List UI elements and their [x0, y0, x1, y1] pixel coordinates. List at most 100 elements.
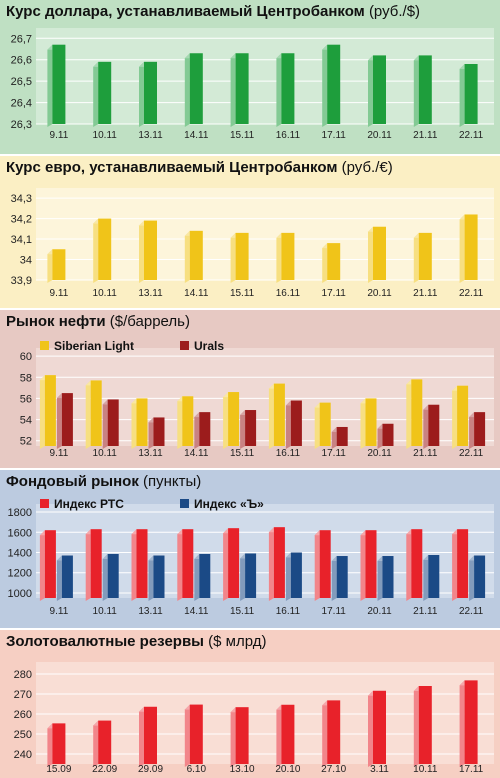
bar-side [177, 396, 183, 449]
bar [474, 555, 486, 598]
panel-oil: Рынок нефти ($/баррель) 52 54 56 58 60 9.11 10… [0, 310, 500, 470]
bar [411, 529, 423, 598]
bar [457, 529, 469, 598]
bar [281, 704, 295, 764]
panel-stock: Фондовый рынок (пункты) 1000 1200 1400 1600… [0, 470, 500, 630]
panel-title: Рынок нефти ($/баррель) [6, 313, 190, 330]
bar [327, 44, 341, 124]
bar [98, 720, 112, 764]
y-tick-label: 280 [14, 669, 32, 681]
x-tick-label: 15.09 [46, 764, 71, 775]
bar-side [139, 61, 144, 127]
bar-side [148, 417, 154, 449]
bar-side [131, 398, 137, 449]
bar-side [47, 249, 53, 283]
bar-side [184, 704, 190, 767]
bar [61, 555, 73, 598]
bar-side [56, 555, 62, 601]
x-tick-label: 22.11 [459, 448, 484, 459]
x-tick-label: 16.11 [276, 606, 301, 617]
bar [418, 232, 432, 280]
bar-side [230, 53, 236, 127]
bar-side [47, 44, 53, 127]
bar-side [56, 393, 62, 449]
bar [52, 723, 66, 764]
y-tick-label: 33,9 [11, 275, 32, 287]
bar [44, 375, 56, 446]
x-tick-label: 16.11 [276, 130, 301, 141]
bar-side [314, 402, 320, 449]
bar-side [102, 399, 108, 449]
bar [319, 402, 331, 446]
bar [98, 61, 112, 124]
x-tick-label: 15.11 [230, 448, 255, 459]
bar [428, 404, 440, 446]
bar [365, 398, 377, 446]
x-tick-label: 15.11 [230, 606, 255, 617]
bar [411, 379, 423, 446]
x-tick-label: 22.11 [459, 606, 484, 617]
bar-side [423, 555, 429, 601]
y-tick-label: 52 [20, 436, 32, 448]
bar [373, 690, 386, 764]
bar-side [85, 380, 91, 449]
y-tick-label: 260 [14, 709, 32, 721]
x-tick-label: 17.11 [459, 764, 484, 775]
bar [457, 385, 469, 446]
bar-side [322, 700, 328, 767]
legend-swatch [40, 341, 49, 350]
bar [464, 64, 478, 124]
y-tick-label: 250 [14, 729, 32, 741]
bar-side [93, 61, 99, 127]
bar-side [177, 529, 183, 601]
x-tick-label: 14.11 [184, 448, 209, 459]
y-tick-label: 34,2 [11, 214, 32, 226]
bar [336, 556, 348, 598]
bar-side [322, 44, 328, 127]
panel-title: Золотовалютные резервы ($ млрд) [6, 633, 266, 650]
x-tick-label: 10.11 [93, 288, 118, 299]
x-tick-label: 10.11 [93, 130, 118, 141]
bar [336, 426, 348, 446]
bar-side [102, 554, 108, 601]
panel-title: Курс доллара, устанавливаемый Центробанк… [6, 3, 420, 20]
bar [52, 44, 66, 124]
bar [235, 232, 249, 280]
x-tick-label: 16.11 [276, 288, 301, 299]
bar [153, 555, 165, 598]
legend-label: Urals [194, 339, 224, 353]
bar-side [360, 398, 366, 449]
bar [474, 412, 486, 446]
bar-side [452, 529, 458, 601]
bar [235, 53, 249, 124]
title-unit: (руб./$) [368, 3, 421, 20]
bar [281, 53, 295, 124]
title-unit: ($ млрд) [208, 633, 267, 650]
bar [189, 230, 203, 280]
bar [90, 529, 102, 598]
bar [382, 423, 394, 446]
bar [182, 396, 194, 446]
x-tick-label: 29.09 [138, 764, 163, 775]
bar-side [93, 218, 99, 283]
bar [327, 243, 341, 280]
bar [235, 707, 249, 764]
bar-side [148, 555, 154, 601]
bar-side [368, 226, 373, 283]
legend-label: Индекс РТС [54, 497, 124, 511]
bar [464, 214, 478, 280]
x-tick-label: 13.11 [138, 606, 163, 617]
bar-side [469, 412, 475, 449]
x-tick-label: 13.11 [138, 288, 163, 299]
bar-side [368, 55, 373, 127]
x-tick-label: 10.11 [413, 764, 438, 775]
x-tick-label: 17.11 [322, 130, 347, 141]
y-tick-label: 26,3 [11, 119, 32, 131]
bar [136, 529, 148, 598]
x-tick-label: 14.11 [184, 288, 209, 299]
bar-side [276, 704, 282, 767]
bar-side [194, 554, 200, 601]
bar-side [459, 214, 465, 283]
y-tick-label: 26,4 [11, 98, 32, 110]
bar [228, 392, 240, 446]
